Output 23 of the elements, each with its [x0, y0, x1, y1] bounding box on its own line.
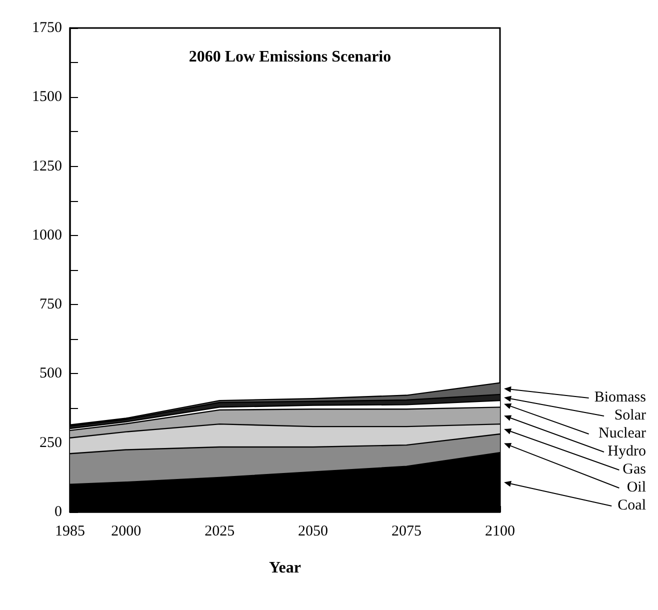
x-tick-label: 2075: [392, 524, 422, 540]
y-tick-label: 250: [40, 434, 62, 451]
x-tick-label: 2050: [298, 524, 328, 540]
y-tick-label: 1500: [32, 89, 62, 106]
text: Coal: [618, 497, 646, 514]
x-tick-label: 1985: [55, 524, 85, 540]
y-tick-label: 1000: [32, 227, 62, 244]
x-axis-title: Year: [269, 560, 301, 576]
y-tick-label: 750: [40, 296, 62, 313]
x-tick-label: 2000: [111, 524, 142, 540]
text: Nuclear: [598, 425, 646, 442]
text: Oil: [626, 479, 646, 496]
text: Gas: [622, 461, 646, 478]
x-tick-label: 2100: [485, 524, 515, 540]
text: Hydro: [608, 443, 646, 460]
y-tick-label: 1250: [32, 158, 62, 174]
y-tick-label: 500: [40, 366, 62, 382]
text: 2060 Low Emissions Scenario: [188, 48, 392, 66]
text: Biomass: [594, 389, 646, 406]
y-tick-label: 0: [54, 504, 62, 520]
x-tick-label: 2025: [204, 524, 235, 540]
text: Solar: [614, 407, 646, 424]
y-tick-label: 1750: [32, 20, 62, 36]
